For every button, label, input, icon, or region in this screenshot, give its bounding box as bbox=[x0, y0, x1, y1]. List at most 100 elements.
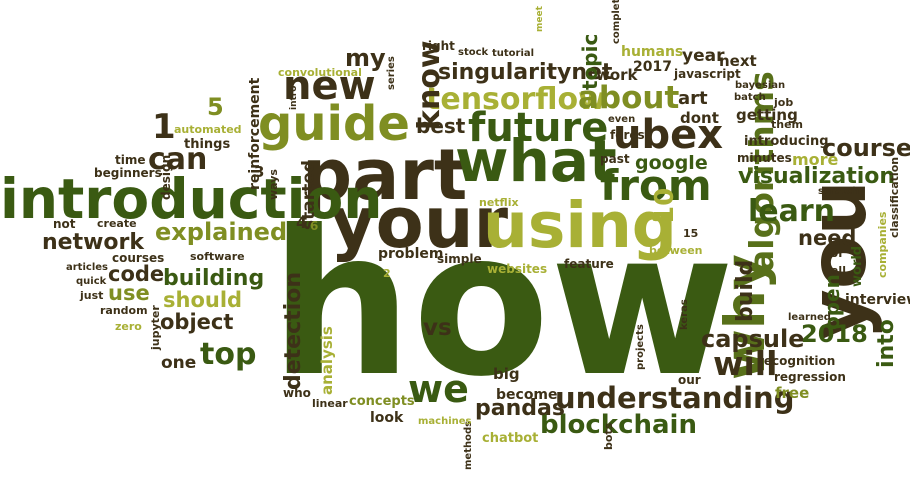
word-how: how bbox=[270, 188, 735, 421]
word-more: more bbox=[792, 150, 839, 169]
word-netflix: netflix bbox=[479, 196, 519, 209]
word-series: series bbox=[386, 56, 397, 90]
word-explained: explained bbox=[155, 218, 288, 246]
word-1: 1 bbox=[152, 107, 176, 147]
word-big: big bbox=[493, 365, 520, 383]
word-scratch: scratch bbox=[818, 186, 860, 197]
word-dont: dont bbox=[680, 109, 719, 127]
word-tensorflow: tensorflow bbox=[426, 82, 606, 117]
word-chatbot: chatbot bbox=[482, 431, 539, 446]
word-automated: automated bbox=[174, 123, 242, 136]
word-look: look bbox=[370, 410, 404, 426]
word-2: 2 bbox=[383, 267, 391, 280]
word-even: even bbox=[608, 114, 636, 125]
word-year: year bbox=[682, 46, 725, 66]
word-will: will bbox=[713, 344, 778, 383]
word-use: use bbox=[108, 281, 150, 305]
word-meet: meet bbox=[535, 6, 545, 32]
word-complete: complete bbox=[611, 0, 622, 44]
word-simple: simple bbox=[437, 252, 482, 266]
word-introduction: introduction bbox=[0, 167, 383, 231]
word-who: who bbox=[283, 386, 311, 400]
word-stock: stock bbox=[458, 47, 489, 58]
word-our: our bbox=[678, 373, 701, 387]
word-building: building bbox=[163, 266, 265, 291]
word-code: code bbox=[108, 262, 165, 286]
word-companies: companies bbox=[876, 211, 889, 278]
word-all: all bbox=[831, 264, 846, 277]
word-articles: articles bbox=[66, 262, 108, 273]
word-world: world bbox=[850, 245, 865, 287]
word-ways: ways bbox=[267, 169, 280, 200]
word-what: what bbox=[455, 127, 617, 195]
word-5: 5 bbox=[207, 93, 224, 121]
word-blockchain: blockchain bbox=[540, 410, 697, 440]
word-api: api bbox=[652, 211, 672, 224]
word-3: 3 bbox=[254, 163, 265, 181]
word-future: future bbox=[468, 105, 609, 151]
word-4: 4 bbox=[296, 213, 308, 232]
word-vs: vs bbox=[423, 315, 452, 341]
word-concepts: concepts bbox=[349, 394, 415, 409]
word-art: art bbox=[678, 88, 708, 109]
word-javascript: javascript bbox=[674, 67, 741, 81]
word-analysis: analysis bbox=[318, 326, 336, 395]
word-linear: linear bbox=[312, 397, 348, 410]
word-past: past bbox=[600, 152, 630, 166]
word-random: random bbox=[100, 304, 148, 317]
word-getting: getting bbox=[736, 106, 798, 124]
word-batch: batch bbox=[734, 92, 766, 103]
word-can: can bbox=[148, 142, 208, 177]
word-need: need bbox=[798, 226, 857, 250]
word-guide: guide bbox=[258, 96, 410, 152]
word-build: build bbox=[733, 259, 758, 322]
word-one: one bbox=[161, 353, 197, 373]
word-introducing: introducing bbox=[744, 134, 829, 149]
word-regression: regression bbox=[774, 370, 846, 384]
word-right: right bbox=[422, 39, 455, 53]
word-tutorial: tutorial bbox=[492, 48, 535, 59]
word-just: just bbox=[80, 289, 104, 302]
word-feature: feature bbox=[564, 257, 614, 271]
word-ubex: ubex bbox=[613, 112, 724, 158]
word-recognition: recognition bbox=[758, 354, 836, 368]
word-time: time bbox=[115, 153, 146, 167]
word-between: between bbox=[649, 244, 703, 257]
word-part: part bbox=[302, 134, 468, 216]
word-beginners: beginners bbox=[94, 166, 162, 180]
word-keras: keras bbox=[679, 299, 690, 330]
word-free: free bbox=[775, 384, 810, 402]
word-we: we bbox=[408, 367, 469, 411]
word-machines: machines bbox=[418, 416, 472, 427]
word-problem: problem bbox=[378, 246, 444, 262]
word-websites: websites bbox=[487, 262, 548, 276]
word-2018: 2018 bbox=[801, 320, 868, 348]
word-object: object bbox=[160, 310, 234, 334]
word-visualization: visualization bbox=[738, 164, 896, 189]
word-humans: humans bbox=[621, 44, 684, 60]
word-should: should bbox=[163, 288, 243, 312]
word-not: not bbox=[53, 217, 76, 231]
word-from: from bbox=[600, 161, 712, 210]
word-network: network bbox=[42, 230, 145, 255]
word-job: job bbox=[774, 96, 794, 109]
word-or: or bbox=[830, 246, 845, 260]
word-your: your bbox=[330, 182, 509, 264]
word-work: work bbox=[596, 66, 638, 84]
word-pandas: pandas bbox=[475, 396, 565, 421]
word-learned: learned bbox=[788, 312, 831, 323]
word-new: new bbox=[283, 63, 376, 109]
word-software: software bbox=[190, 250, 245, 263]
word-top: top bbox=[200, 337, 257, 372]
word-intro: intro bbox=[289, 85, 299, 110]
word-about: about bbox=[578, 80, 680, 116]
word-design: design bbox=[159, 154, 173, 200]
word-become: become bbox=[496, 387, 558, 403]
word-bots: bots bbox=[602, 422, 615, 450]
word-things: things bbox=[184, 137, 231, 152]
word-learn: learn bbox=[748, 194, 836, 229]
word-best: best bbox=[416, 114, 466, 138]
word-convolutional: convolutional bbox=[278, 66, 362, 79]
word-them: them bbox=[771, 118, 804, 131]
